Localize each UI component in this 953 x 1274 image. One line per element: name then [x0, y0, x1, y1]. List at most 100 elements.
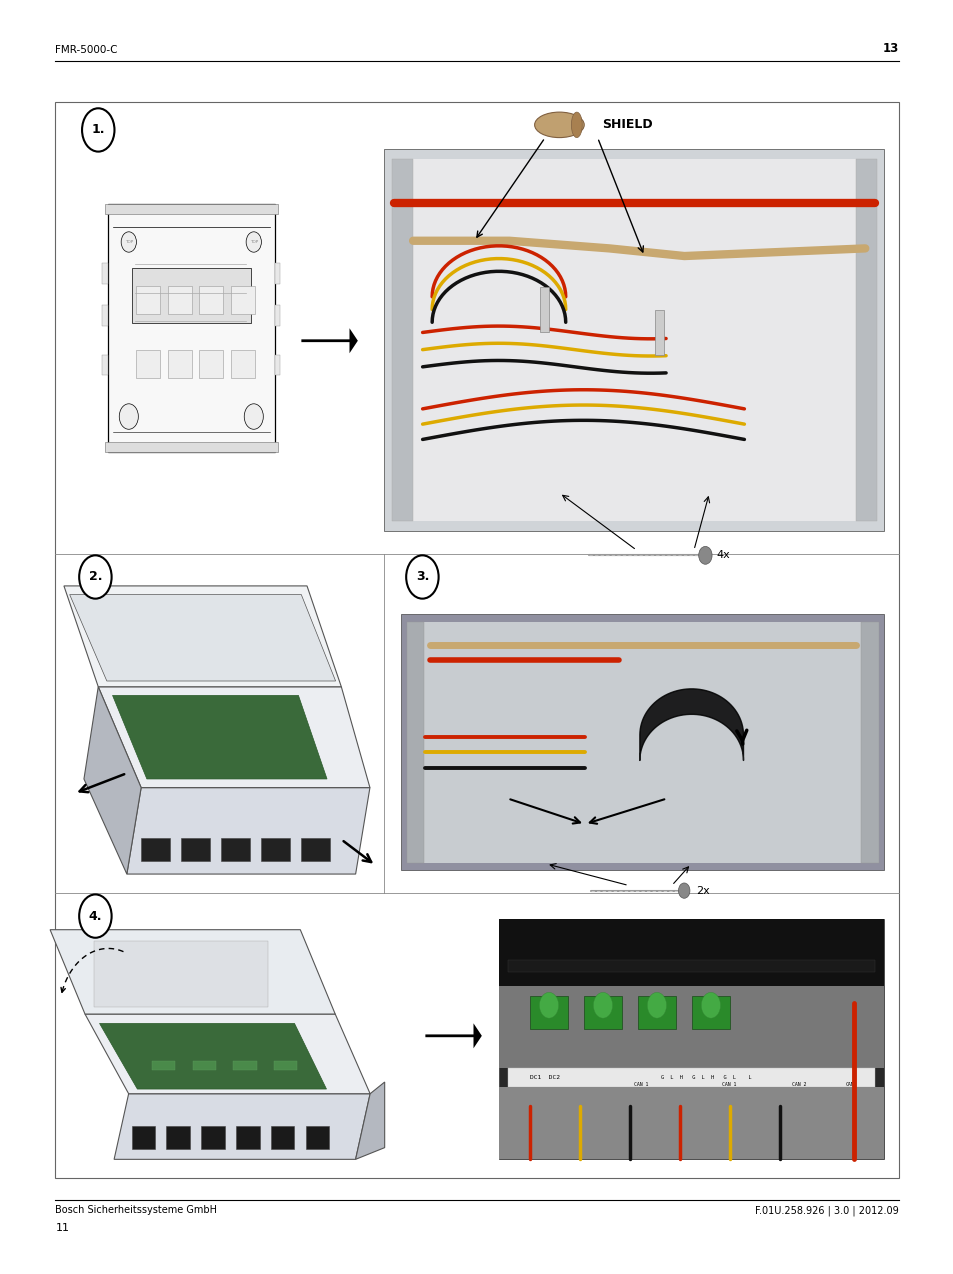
Bar — [498, 919, 883, 1159]
Circle shape — [647, 992, 666, 1018]
Circle shape — [119, 404, 138, 429]
Bar — [274, 1061, 297, 1070]
Circle shape — [79, 894, 112, 938]
Bar — [181, 838, 210, 861]
Bar — [132, 269, 251, 324]
Text: TOP: TOP — [125, 240, 132, 245]
Text: 3.: 3. — [416, 571, 429, 583]
Polygon shape — [98, 687, 370, 787]
Bar — [855, 159, 876, 521]
Bar — [498, 919, 883, 986]
Text: CAN: CAN — [845, 1082, 854, 1087]
Bar — [261, 838, 290, 861]
Bar — [166, 1126, 190, 1149]
Circle shape — [593, 992, 612, 1018]
Bar — [141, 838, 170, 861]
Bar — [236, 1126, 259, 1149]
Bar — [274, 355, 280, 376]
Text: 1.: 1. — [91, 124, 105, 136]
Bar — [136, 349, 160, 377]
Circle shape — [700, 992, 720, 1018]
Polygon shape — [127, 787, 370, 874]
Text: 13: 13 — [882, 42, 898, 55]
Polygon shape — [84, 687, 141, 874]
Bar — [102, 264, 108, 284]
Text: 4.: 4. — [89, 910, 102, 922]
Bar — [583, 996, 621, 1029]
Text: G  L  H   G  L  H   G  L    L: G L H G L H G L L — [660, 1075, 751, 1080]
Bar — [93, 941, 268, 1006]
Bar — [392, 159, 413, 521]
Bar — [274, 264, 280, 284]
Text: 4x: 4x — [716, 550, 730, 561]
Bar — [199, 349, 223, 377]
Bar — [407, 622, 424, 862]
Bar — [274, 306, 280, 326]
Bar — [691, 996, 729, 1029]
Bar — [105, 204, 277, 214]
Text: Bosch Sicherheitssysteme GmbH: Bosch Sicherheitssysteme GmbH — [55, 1205, 217, 1215]
Bar — [508, 1068, 874, 1087]
Polygon shape — [112, 696, 327, 778]
Polygon shape — [51, 930, 335, 1014]
Circle shape — [82, 108, 114, 152]
Bar — [221, 838, 250, 861]
Bar — [529, 996, 568, 1029]
Text: FMR-5000-C: FMR-5000-C — [55, 45, 118, 55]
Bar — [168, 285, 192, 313]
Bar — [152, 1061, 175, 1070]
Text: SHIELD: SHIELD — [601, 118, 652, 131]
Ellipse shape — [534, 112, 583, 138]
Polygon shape — [114, 1094, 370, 1159]
Polygon shape — [355, 1082, 384, 1159]
Bar — [407, 622, 878, 862]
Circle shape — [538, 992, 558, 1018]
Text: DC1  DC2: DC1 DC2 — [529, 1075, 559, 1080]
Text: TOP: TOP — [250, 240, 257, 245]
Polygon shape — [85, 1014, 370, 1094]
Bar — [233, 1061, 256, 1070]
Bar — [637, 996, 676, 1029]
Polygon shape — [70, 595, 335, 682]
Bar — [105, 442, 277, 452]
Bar — [201, 1126, 224, 1149]
Bar — [861, 622, 878, 862]
Bar — [168, 349, 192, 377]
Bar — [136, 285, 160, 313]
Text: CAN 2: CAN 2 — [791, 1082, 805, 1087]
Bar — [498, 986, 883, 1068]
Text: CAN 1: CAN 1 — [633, 1082, 647, 1087]
Circle shape — [246, 232, 261, 252]
Circle shape — [406, 555, 438, 599]
Polygon shape — [64, 586, 341, 687]
Polygon shape — [99, 1023, 326, 1089]
FancyBboxPatch shape — [55, 102, 898, 1178]
Bar — [231, 349, 254, 377]
Text: 2x: 2x — [695, 885, 709, 896]
Bar — [108, 204, 274, 452]
Text: 2.: 2. — [89, 571, 102, 583]
Text: 11: 11 — [55, 1223, 70, 1233]
Bar — [392, 159, 876, 521]
Ellipse shape — [571, 112, 581, 138]
Circle shape — [244, 404, 263, 429]
Bar — [654, 310, 663, 355]
Circle shape — [678, 883, 689, 898]
Bar — [401, 614, 883, 870]
Bar — [539, 287, 549, 333]
Bar — [271, 1126, 294, 1149]
Bar — [384, 149, 883, 531]
Bar — [102, 355, 108, 376]
Text: CAN 1: CAN 1 — [721, 1082, 736, 1087]
Circle shape — [121, 232, 136, 252]
Bar — [508, 959, 874, 972]
Bar — [199, 285, 223, 313]
Bar — [193, 1061, 215, 1070]
Bar — [301, 838, 330, 861]
Circle shape — [698, 547, 711, 564]
Bar — [102, 306, 108, 326]
Text: F.01U.258.926 | 3.0 | 2012.09: F.01U.258.926 | 3.0 | 2012.09 — [754, 1205, 898, 1215]
Bar — [231, 285, 254, 313]
Bar — [132, 1126, 154, 1149]
Bar — [306, 1126, 329, 1149]
